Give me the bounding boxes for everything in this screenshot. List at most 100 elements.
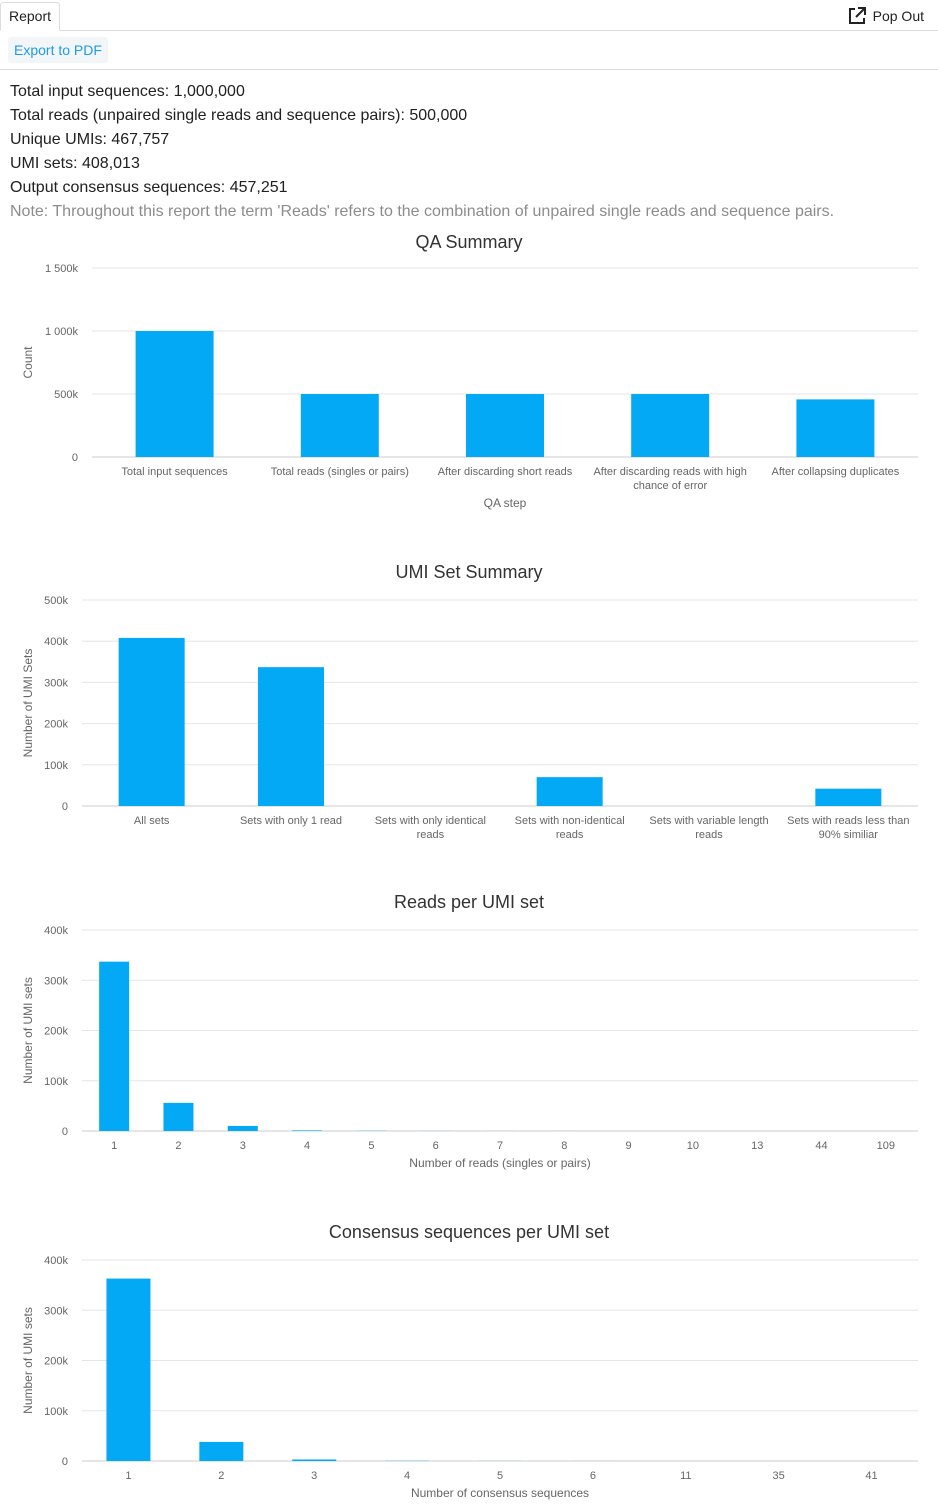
bar[interactable] xyxy=(99,961,130,1131)
bar[interactable] xyxy=(536,777,603,806)
x-tick-label: 13 xyxy=(751,1140,763,1152)
y-tick-label: 200k xyxy=(44,1356,68,1368)
bar[interactable] xyxy=(300,394,379,457)
x-tick-label-line: 5 xyxy=(497,1470,503,1482)
chart-title: UMI Set Summary xyxy=(395,562,542,582)
report-summary: Total input sequences: 1,000,000 Total r… xyxy=(10,80,834,224)
y-tick-label: 0 xyxy=(62,1456,68,1468)
x-tick-label-line: 10 xyxy=(687,1140,699,1152)
x-tick-label-line: Total input sequences xyxy=(121,466,228,478)
export-pdf-button[interactable]: Export to PDF xyxy=(8,37,108,63)
bar[interactable] xyxy=(106,1278,151,1461)
y-tick-label: 400k xyxy=(44,636,68,648)
x-tick-label-line: 11 xyxy=(680,1470,691,1482)
external-link-icon xyxy=(848,7,866,24)
x-tick-label-line: 7 xyxy=(497,1140,503,1152)
x-tick-label: 10 xyxy=(687,1140,699,1152)
x-tick-label: 11 xyxy=(680,1470,691,1482)
x-tick-label: Total input sequences xyxy=(121,466,228,478)
x-tick-label: 1 xyxy=(111,1140,117,1152)
y-tick-label: 300k xyxy=(44,975,68,987)
x-tick-label-line: reads xyxy=(695,829,723,841)
x-tick-label-line: 90% similiar xyxy=(819,829,879,841)
x-tick-label-line: All sets xyxy=(134,815,170,827)
x-tick-label: After discarding short reads xyxy=(438,466,573,478)
x-tick-label: After collapsing duplicates xyxy=(772,466,900,478)
x-tick-label: 4 xyxy=(304,1140,310,1152)
x-axis-title: Number of consensus sequences xyxy=(411,1486,589,1500)
x-tick-label-line: 4 xyxy=(404,1470,410,1482)
summary-output-consensus: Output consensus sequences: 457,251 xyxy=(10,179,288,196)
bar[interactable] xyxy=(163,1102,194,1131)
summary-umi-sets: UMI sets: 408,013 xyxy=(10,155,140,172)
bar[interactable] xyxy=(292,1130,323,1131)
y-tick-label: 500k xyxy=(54,389,78,401)
x-tick-label: Sets with variable length reads xyxy=(649,815,768,841)
bar[interactable] xyxy=(135,331,214,457)
y-tick-label: 100k xyxy=(44,1406,68,1418)
bar[interactable] xyxy=(631,394,710,457)
x-tick-label-line: 35 xyxy=(773,1470,785,1482)
x-tick-label: 6 xyxy=(590,1470,596,1482)
pop-out-button[interactable]: Pop Out xyxy=(847,6,924,26)
x-tick-label-line: Sets with reads less than xyxy=(787,815,909,827)
bar[interactable] xyxy=(292,1459,337,1461)
y-tick-label: 400k xyxy=(44,1255,68,1267)
x-tick-label: 35 xyxy=(773,1470,785,1482)
chart-title: Reads per UMI set xyxy=(394,892,544,912)
x-tick-label: 41 xyxy=(865,1470,877,1482)
summary-total-input: Total input sequences: 1,000,000 xyxy=(10,83,245,100)
y-axis-title: Number of UMI sets xyxy=(21,977,35,1084)
x-tick-label: 9 xyxy=(626,1140,632,1152)
x-tick-label: Sets with only identical reads xyxy=(375,815,486,841)
x-tick-label: 1 xyxy=(125,1470,131,1482)
x-tick-label-line: 1 xyxy=(111,1140,117,1152)
bar[interactable] xyxy=(118,637,185,806)
x-tick-label-line: 3 xyxy=(311,1470,317,1482)
x-tick-label: 3 xyxy=(311,1470,317,1482)
y-tick-label: 1 500k xyxy=(45,263,79,275)
bar[interactable] xyxy=(199,1441,244,1461)
x-tick-label: 3 xyxy=(240,1140,246,1152)
x-tick-label-line: After collapsing duplicates xyxy=(772,466,900,478)
y-tick-label: 0 xyxy=(72,452,78,464)
y-tick-label: 1 000k xyxy=(45,326,79,338)
y-tick-label: 300k xyxy=(44,1305,68,1317)
x-tick-label-line: reads xyxy=(417,829,445,841)
x-axis-title: Number of reads (singles or pairs) xyxy=(409,1156,590,1170)
x-tick-label: Total reads (singles or pairs) xyxy=(271,466,409,478)
y-tick-label: 0 xyxy=(62,1126,68,1138)
x-tick-label: 6 xyxy=(433,1140,439,1152)
x-tick-label: Sets with reads less than 90% similiar xyxy=(787,815,909,841)
x-tick-label-line: 2 xyxy=(218,1470,224,1482)
x-tick-label: 2 xyxy=(218,1470,224,1482)
x-tick-label-line: After discarding short reads xyxy=(438,466,573,478)
summary-note: Note: Throughout this report the term 'R… xyxy=(10,203,835,220)
y-tick-label: 500k xyxy=(44,595,68,607)
reads-per-umi-set-chart: Reads per UMI set 0 100k 200k 300k 400k Number… xyxy=(21,892,918,1170)
x-tick-label-line: 3 xyxy=(240,1140,246,1152)
qa-summary-chart: QA Summary 0 500k 1 000k 1 500k Count Total in… xyxy=(21,232,918,510)
x-tick-label-line: 4 xyxy=(304,1140,310,1152)
x-tick-label-line: 109 xyxy=(877,1140,895,1152)
y-axis-title: Count xyxy=(21,346,35,379)
consensus-per-umi-set-chart: Consensus sequences per UMI set 0 100k 200k… xyxy=(21,1222,918,1500)
tab-report[interactable]: Report xyxy=(0,2,61,31)
chart-title: Consensus sequences per UMI set xyxy=(329,1222,609,1242)
bar[interactable] xyxy=(258,667,324,806)
pop-out-label: Pop Out xyxy=(872,8,924,24)
x-tick-label-line: 5 xyxy=(368,1140,374,1152)
x-tick-label-line: Sets with non-identical xyxy=(515,815,625,827)
bar[interactable] xyxy=(815,788,882,806)
x-tick-label-line: 41 xyxy=(865,1470,877,1482)
bar[interactable] xyxy=(227,1125,258,1131)
report-toolbar: Export to PDF xyxy=(0,31,938,70)
bar[interactable] xyxy=(466,394,544,457)
bar[interactable] xyxy=(796,399,875,457)
x-tick-label: Sets with only 1 read xyxy=(240,815,342,827)
x-tick-label: All sets xyxy=(134,815,170,827)
x-tick-label-line: Sets with only identical xyxy=(375,815,486,827)
x-tick-label-line: Sets with only 1 read xyxy=(240,815,342,827)
chart-title: QA Summary xyxy=(415,232,522,252)
x-tick-label-line: 44 xyxy=(815,1140,827,1152)
